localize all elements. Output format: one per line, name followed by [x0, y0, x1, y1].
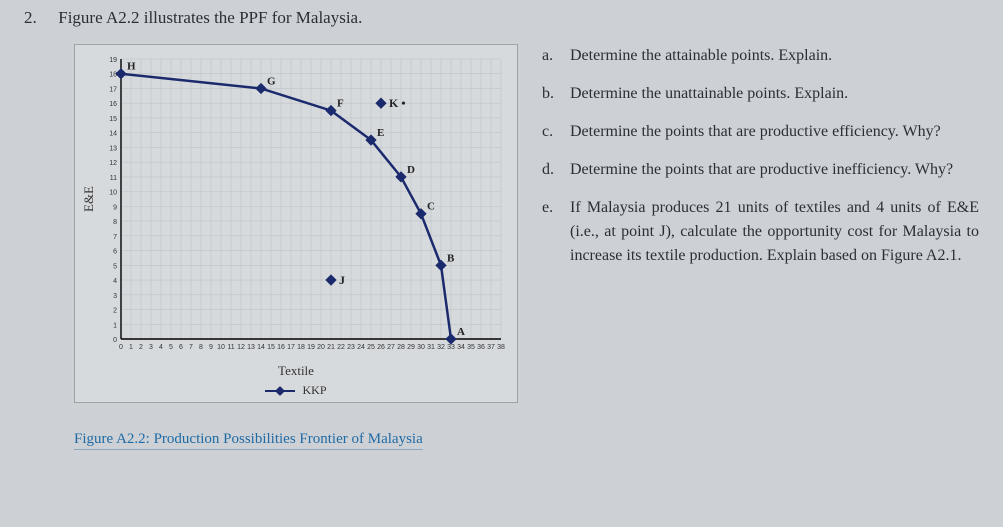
- svg-text:2: 2: [139, 344, 143, 351]
- svg-text:3: 3: [113, 293, 117, 300]
- svg-text:12: 12: [237, 344, 245, 351]
- svg-text:K •: K •: [389, 96, 406, 110]
- svg-text:32: 32: [437, 344, 445, 351]
- svg-text:25: 25: [367, 344, 375, 351]
- subq-d: d. Determine the points that are product…: [542, 158, 979, 182]
- svg-text:15: 15: [267, 344, 275, 351]
- svg-text:18: 18: [109, 72, 117, 79]
- svg-text:7: 7: [189, 344, 193, 351]
- svg-text:36: 36: [477, 344, 485, 351]
- legend-label: KKP: [302, 383, 326, 397]
- x-axis-label: Textile: [81, 363, 511, 379]
- svg-text:37: 37: [487, 344, 495, 351]
- svg-text:8: 8: [199, 344, 203, 351]
- svg-text:35: 35: [467, 344, 475, 351]
- subq-e: e. If Malaysia produces 21 units of text…: [542, 196, 979, 268]
- svg-text:6: 6: [179, 344, 183, 351]
- content-row: 0123456789101112131415161718192021222324…: [24, 44, 979, 450]
- svg-text:0: 0: [119, 344, 123, 351]
- svg-text:F: F: [337, 98, 344, 110]
- subq-text: Determine the attainable points. Explain…: [570, 44, 832, 68]
- svg-text:19: 19: [109, 57, 117, 64]
- svg-text:B: B: [447, 252, 455, 264]
- subq-text: Determine the points that are productive…: [570, 120, 941, 144]
- svg-text:27: 27: [387, 344, 395, 351]
- svg-text:17: 17: [287, 344, 295, 351]
- svg-text:J: J: [339, 273, 345, 287]
- svg-text:3: 3: [149, 344, 153, 351]
- svg-text:23: 23: [347, 344, 355, 351]
- chart-column: 0123456789101112131415161718192021222324…: [74, 44, 518, 450]
- svg-text:29: 29: [407, 344, 415, 351]
- subq-letter: c.: [542, 120, 570, 144]
- legend-marker-icon: [265, 390, 295, 392]
- svg-text:21: 21: [327, 344, 335, 351]
- svg-text:19: 19: [307, 344, 315, 351]
- svg-text:8: 8: [113, 219, 117, 226]
- subq-text: If Malaysia produces 21 units of textile…: [570, 196, 979, 268]
- subq-b: b. Determine the unattainable points. Ex…: [542, 82, 979, 106]
- svg-text:34: 34: [457, 344, 465, 351]
- subq-text: Determine the points that are productive…: [570, 158, 953, 182]
- svg-text:15: 15: [109, 116, 117, 123]
- svg-text:9: 9: [209, 344, 213, 351]
- svg-text:E&E: E&E: [81, 186, 96, 212]
- svg-text:13: 13: [109, 145, 117, 152]
- svg-text:11: 11: [110, 175, 117, 182]
- svg-text:2: 2: [113, 308, 117, 315]
- svg-text:20: 20: [317, 344, 325, 351]
- svg-text:28: 28: [397, 344, 405, 351]
- subq-letter: a.: [542, 44, 570, 68]
- subq-c: c. Determine the points that are product…: [542, 120, 979, 144]
- svg-text:14: 14: [257, 344, 265, 351]
- subq-letter: e.: [542, 196, 570, 268]
- svg-text:24: 24: [357, 344, 365, 351]
- svg-text:17: 17: [109, 86, 117, 93]
- svg-text:16: 16: [277, 344, 285, 351]
- svg-text:10: 10: [109, 190, 117, 197]
- svg-text:1: 1: [113, 322, 117, 329]
- svg-text:10: 10: [217, 344, 225, 351]
- svg-text:14: 14: [109, 131, 117, 138]
- svg-text:C: C: [427, 201, 435, 213]
- ppf-chart-svg: 0123456789101112131415161718192021222324…: [81, 51, 511, 361]
- svg-text:13: 13: [247, 344, 255, 351]
- svg-text:G: G: [267, 75, 276, 87]
- figure-caption: Figure A2.2: Production Possibilities Fr…: [74, 431, 423, 450]
- svg-text:31: 31: [427, 344, 435, 351]
- svg-text:30: 30: [417, 344, 425, 351]
- subq-letter: b.: [542, 82, 570, 106]
- svg-text:0: 0: [113, 337, 117, 344]
- svg-text:5: 5: [169, 344, 173, 351]
- question-number: 2.: [24, 8, 54, 28]
- svg-text:E: E: [377, 127, 384, 139]
- question-header: 2. Figure A2.2 illustrates the PPF for M…: [24, 8, 979, 28]
- subq-letter: d.: [542, 158, 570, 182]
- svg-text:4: 4: [159, 344, 163, 351]
- svg-text:7: 7: [113, 234, 117, 241]
- svg-text:4: 4: [113, 278, 117, 285]
- svg-text:38: 38: [497, 344, 505, 351]
- svg-text:26: 26: [377, 344, 385, 351]
- ppf-chart: 0123456789101112131415161718192021222324…: [74, 44, 518, 403]
- subq-a: a. Determine the attainable points. Expl…: [542, 44, 979, 68]
- svg-text:18: 18: [297, 344, 305, 351]
- svg-text:16: 16: [109, 101, 117, 108]
- svg-text:5: 5: [113, 263, 117, 270]
- subquestion-list: a. Determine the attainable points. Expl…: [542, 44, 979, 450]
- question-text: Figure A2.2 illustrates the PPF for Mala…: [58, 8, 362, 27]
- svg-text:6: 6: [113, 249, 117, 256]
- svg-text:D: D: [407, 164, 415, 176]
- page: 2. Figure A2.2 illustrates the PPF for M…: [0, 0, 1003, 450]
- subq-text: Determine the unattainable points. Expla…: [570, 82, 848, 106]
- svg-text:1: 1: [129, 344, 133, 351]
- svg-text:9: 9: [113, 204, 117, 211]
- svg-text:11: 11: [227, 344, 234, 351]
- svg-text:A: A: [457, 326, 465, 338]
- svg-text:22: 22: [337, 344, 345, 351]
- svg-text:12: 12: [109, 160, 117, 167]
- svg-text:33: 33: [447, 344, 455, 351]
- chart-legend: KKP: [81, 379, 511, 400]
- svg-text:H: H: [127, 61, 136, 73]
